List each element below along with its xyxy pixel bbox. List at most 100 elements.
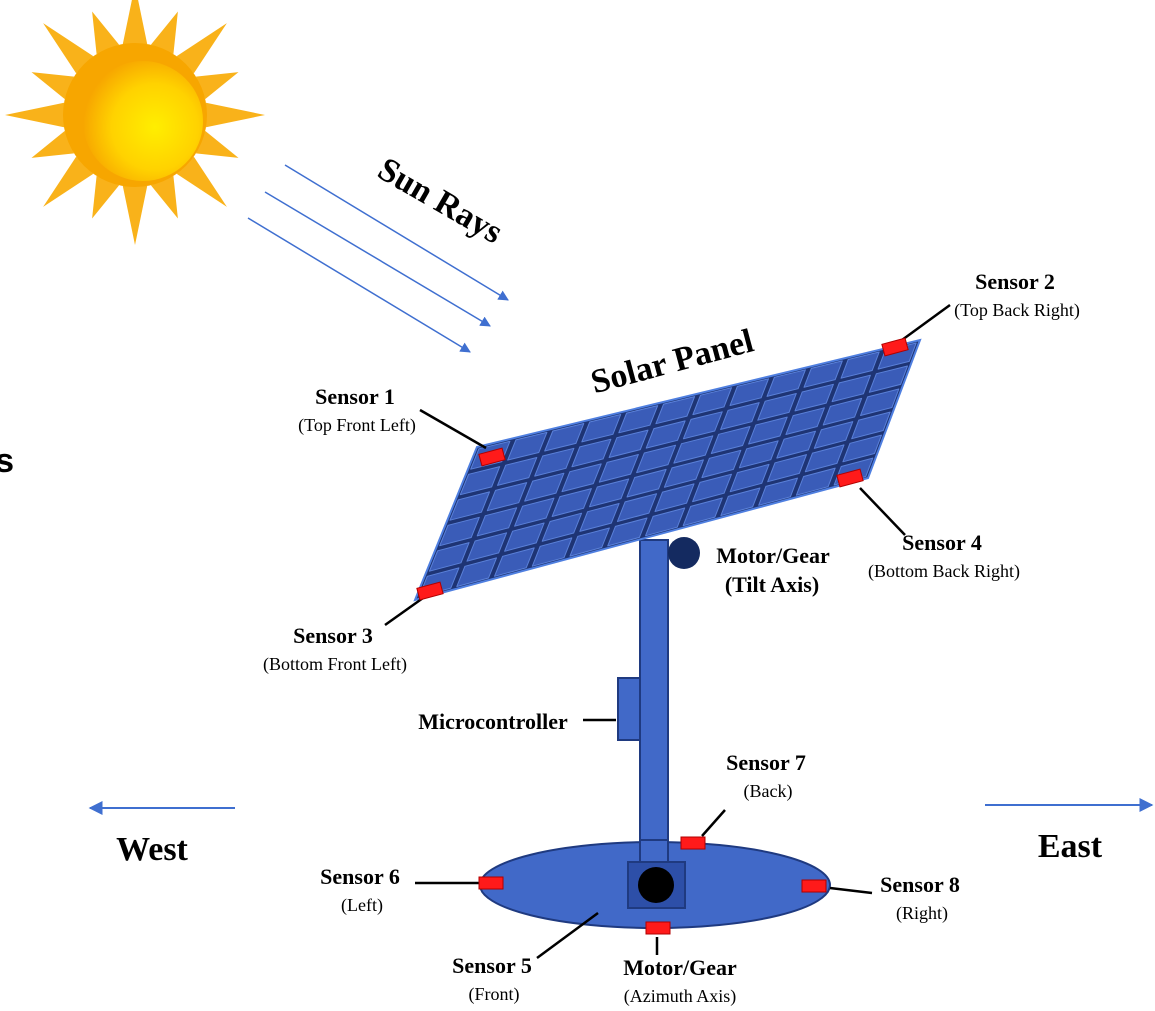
leader-line [701,809,726,837]
sensor-name: Sensor 7 [726,750,806,775]
sensor-location: (Right) [896,903,948,924]
panel-cell [486,482,528,512]
panel-cell [729,378,769,406]
solar-panel [413,338,922,602]
sun-spike [122,0,148,44]
sun-spike [5,102,64,128]
motor-name: Motor/Gear [716,543,830,568]
pole-foot [639,839,669,866]
sun-spike [92,11,120,55]
sun-spike [31,72,75,100]
panel-cell [738,440,779,469]
panel-cell [822,397,863,426]
sensor-name: Sensor 6 [320,864,400,889]
west-label: West [116,831,188,868]
panel-cell [494,547,535,577]
leader-line [901,303,951,342]
sensor [416,581,444,601]
panel-cell [571,438,612,468]
motor-axis: (Azimuth Axis) [624,986,737,1007]
panel-cell [868,365,908,393]
sensor-location: (Back) [744,781,793,802]
east-label: East [1038,828,1103,865]
microcontroller-box [617,677,641,741]
motor-axis: (Tilt Axis) [725,572,819,597]
panel-cell [544,423,585,452]
panel-cell [851,411,891,440]
panel-cell [608,429,649,458]
sensor [478,447,506,467]
sensor-location: (Bottom Front Left) [263,654,407,675]
panel-cell [507,431,548,461]
panel-cell [767,454,807,483]
sensor-location: (Bottom Back Right) [868,561,1020,582]
sensor-location: (Left) [341,895,383,916]
sensor [836,468,864,488]
leader-line [536,911,599,960]
sensor-name: Sensor 3 [293,623,373,648]
sensor-name: Sensor 8 [880,872,960,897]
panel-cell [692,387,732,416]
sun-rays-label: Sun Rays [372,151,509,252]
sensor-name: Sensor 5 [452,953,532,978]
sun-spike [43,23,94,74]
leader-line [829,886,873,895]
azimuth-motor [638,867,674,903]
sensor [645,921,671,935]
sun-spike [206,102,265,128]
panel-cell [459,466,501,496]
panel-cell [757,393,797,421]
leader-line [384,596,424,627]
panel-cell [645,507,686,537]
panel-cell [449,491,490,521]
panel-cell [497,457,538,486]
sensor-location: (Front) [469,984,520,1005]
panel-cell [607,517,648,547]
panel-cell [581,414,622,443]
panel-cell [636,444,677,474]
panel-cell [813,421,854,449]
panel-cell [776,430,816,459]
panel-cell [618,405,659,434]
panel-cell [589,478,630,508]
leader-line [419,408,487,450]
panel-cell [758,477,798,506]
sun-spike [176,23,227,74]
panel-cell [663,459,704,488]
sensor-name: Sensor 1 [315,384,395,409]
panel-cell [710,426,751,454]
edge-fragment: s [0,442,14,480]
sun-spike [195,72,239,100]
panel-cell [439,516,480,547]
panel-cell [682,497,723,527]
microcontroller-label: Microcontroller [418,709,568,734]
panel-cell [748,416,788,445]
panel-cell [551,488,592,517]
panel-cell [616,493,658,522]
tilt-motor [668,537,700,569]
panel-cell [720,402,760,430]
panel-cell [466,532,508,562]
panel-cell [626,468,667,498]
sensor-name: Sensor 2 [975,269,1055,294]
sun-spike [92,175,120,219]
pole [639,539,669,886]
panel-cell [804,444,845,473]
sun-spike [176,156,227,207]
panel-cell [840,351,880,379]
sun-spike [31,130,75,158]
sun-spike [122,186,148,245]
sensor-location: (Top Back Right) [954,300,1080,321]
sensor [680,836,706,850]
sensor-name: Sensor 4 [902,530,982,555]
panel-cell [795,467,836,496]
panel-cell [701,449,742,479]
panel-cell [655,396,696,425]
motor-name: Motor/Gear [623,955,737,980]
panel-cell [654,483,695,512]
panel-cell [514,497,555,527]
panel-cell [598,454,639,483]
panel-cell [673,435,714,464]
panel-cell [524,472,565,502]
sun-rays [247,164,509,353]
